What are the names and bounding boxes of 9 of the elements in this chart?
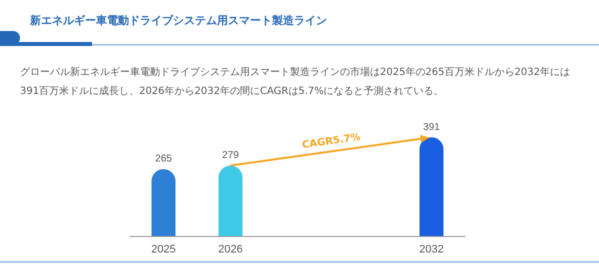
data-label: 279 (222, 150, 240, 162)
x-tick-label: 2025 (151, 244, 176, 256)
chart-subtitle: グローバル新エネルギー車電動ドライブシステム用スマート製造ラインの市場は2025年の265百万米ドルから2032年には391百万米ドルに成長し、2026年から2032年の間にCAGRは5.7%になると予測されている。 (20, 66, 571, 99)
annotation: CAGR5.7% (301, 132, 361, 152)
chart-title: 新エネルギー車電動ドライブシステム用スマート製造ライン (30, 13, 327, 28)
x-tick-label: 2026 (218, 244, 243, 256)
data-label: 265 (155, 154, 172, 165)
x-tick-label: 2032 (419, 244, 444, 256)
data-label: 391 (423, 122, 440, 133)
